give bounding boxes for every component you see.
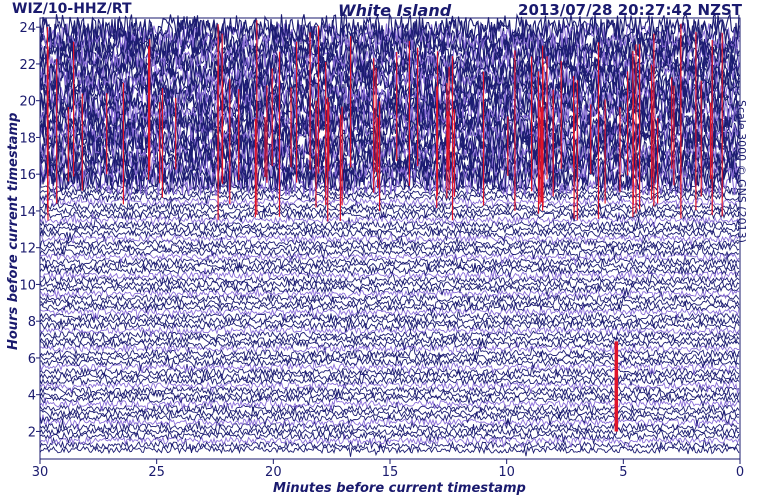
x-tick-label: 25 [148, 465, 165, 480]
trace-line [39, 294, 740, 311]
trace-line [40, 231, 740, 246]
trace-line [39, 168, 740, 199]
y-tick-label: 18 [19, 131, 36, 146]
trace-line [39, 199, 740, 215]
trace-line [39, 281, 740, 297]
trace-line [39, 328, 740, 344]
x-axis-label: Minutes before current timestamp [273, 481, 526, 496]
trace-line [39, 259, 740, 276]
trace-line [39, 188, 740, 204]
trace-line [39, 226, 740, 242]
trace-line [39, 63, 740, 92]
trace-line [39, 151, 740, 180]
trace-line [39, 378, 740, 395]
trace-line [39, 436, 740, 453]
trace-line [39, 291, 740, 306]
trace-line [39, 321, 740, 340]
trace-line [39, 338, 740, 353]
y-tick-label: 24 [19, 21, 36, 36]
trace-line [39, 360, 740, 377]
trace-line [39, 99, 740, 130]
y-tick-label: 14 [19, 205, 36, 220]
y-tick-label: 6 [28, 352, 36, 367]
trace-line [39, 185, 740, 202]
trace-line [39, 372, 740, 387]
trace-line [39, 203, 740, 221]
trace-line [39, 331, 740, 347]
y-tick-label: 22 [19, 58, 36, 73]
x-tick-label: 15 [382, 465, 399, 480]
trace-line [39, 77, 740, 106]
y-tick-label: 8 [28, 315, 36, 330]
trace-line [39, 250, 740, 266]
trace-line [39, 81, 740, 110]
x-tick-label: 0 [736, 465, 744, 480]
trace-line [39, 382, 740, 398]
trace-line [39, 30, 740, 61]
trace-line [39, 304, 740, 320]
x-tick-label: 10 [498, 465, 515, 480]
y-tick-label: 10 [19, 278, 36, 293]
trace-line [39, 422, 740, 438]
station-code: WIZ/10-HHZ/RT [12, 1, 132, 17]
y-tick-label: 2 [28, 425, 36, 440]
seismic-traces [39, 12, 740, 457]
trace-line [39, 270, 740, 289]
trace-line [39, 355, 740, 370]
trace-line [39, 236, 740, 252]
trace-line [39, 313, 740, 329]
trace-line [39, 22, 740, 51]
trace-line [39, 392, 740, 409]
y-axis-label: Hours before current timestamp [6, 112, 21, 350]
trace-line [39, 287, 740, 303]
trace-line [39, 300, 740, 316]
trace-line [39, 195, 740, 210]
timestamp: 2013/07/28 20:27:42 NZST [518, 1, 742, 19]
x-tick-label: 5 [619, 465, 627, 480]
trace-line [39, 277, 740, 293]
trace-line [39, 419, 740, 435]
trace-line [39, 215, 740, 232]
x-axis: 30 25 20 15 10 5 0 [32, 459, 744, 480]
trace-line [39, 406, 740, 420]
trace-line [39, 364, 740, 381]
y-tick-label: 20 [19, 95, 36, 110]
y-tick-label: 16 [19, 168, 36, 183]
trace-line [39, 410, 740, 427]
trace-line [39, 387, 740, 402]
trace-line [39, 368, 740, 384]
y-tick-label: 12 [19, 242, 36, 257]
trace-line [39, 414, 740, 430]
trace-line [40, 341, 739, 356]
trace-line [39, 401, 740, 418]
trace-line [39, 95, 740, 124]
trace-line [39, 159, 740, 189]
x-tick-label: 30 [32, 465, 49, 480]
trace-line [39, 12, 740, 42]
trace-line [39, 309, 740, 326]
y-axis: 24 22 20 18 16 14 12 10 8 6 4 2 [19, 21, 40, 440]
x-tick-label: 20 [265, 465, 282, 480]
trace-line [39, 395, 740, 412]
trace-line [39, 262, 740, 279]
trace-line [39, 267, 740, 283]
trace-line [39, 345, 740, 361]
trace-line [39, 351, 740, 367]
scale-credit: Scale 3000 © GNS (2013) [735, 100, 748, 243]
trace-line [39, 209, 740, 225]
location-title: White Island [338, 1, 452, 20]
trace-line [39, 140, 740, 171]
trace-line [39, 318, 740, 333]
trace-line [39, 239, 740, 255]
y-tick-label: 4 [28, 389, 36, 404]
trace-line [39, 427, 740, 445]
